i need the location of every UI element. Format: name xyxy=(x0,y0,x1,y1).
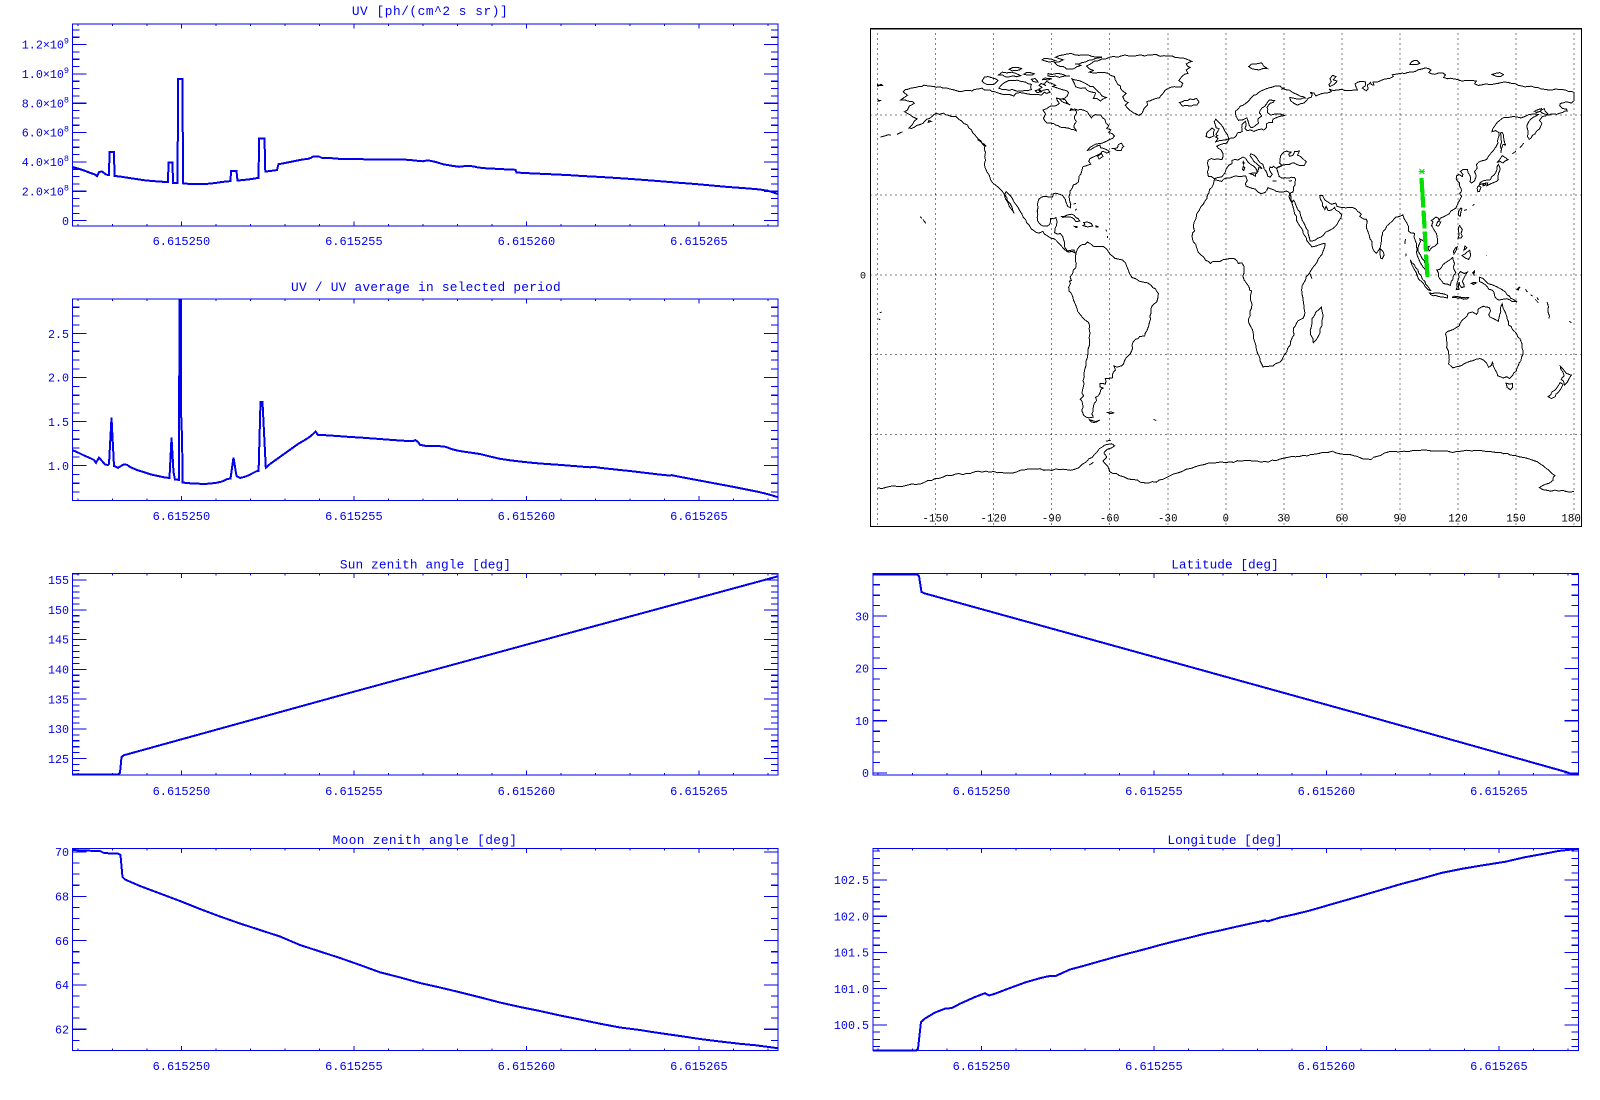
svg-text:2.5: 2.5 xyxy=(48,328,69,342)
svg-text:8.0×108: 8.0×108 xyxy=(22,95,69,111)
svg-text:6.615260: 6.615260 xyxy=(1298,1060,1356,1074)
svg-text:1.0: 1.0 xyxy=(48,460,69,474)
svg-text:2.0×108: 2.0×108 xyxy=(22,183,69,199)
svg-text:UV / UV average in selected pe: UV / UV average in selected period xyxy=(291,280,561,295)
svg-text:125: 125 xyxy=(48,753,69,767)
svg-text:6.615260: 6.615260 xyxy=(498,510,556,524)
svg-text:0: 0 xyxy=(860,272,866,283)
svg-text:100.5: 100.5 xyxy=(834,1019,869,1033)
svg-text:145: 145 xyxy=(48,634,69,648)
svg-text:180: 180 xyxy=(1561,514,1581,526)
svg-text:6.615255: 6.615255 xyxy=(1125,785,1183,799)
svg-text:6.615255: 6.615255 xyxy=(325,785,383,799)
svg-text:6.615260: 6.615260 xyxy=(498,1060,556,1074)
svg-text:130: 130 xyxy=(48,723,69,737)
svg-text:66: 66 xyxy=(55,935,69,949)
svg-text:155: 155 xyxy=(48,574,69,588)
svg-text:4.0×108: 4.0×108 xyxy=(22,154,69,170)
svg-text:6.615250: 6.615250 xyxy=(953,785,1011,799)
svg-text:120: 120 xyxy=(1448,514,1468,526)
svg-text:-30: -30 xyxy=(1158,514,1178,526)
svg-text:UV [ph/(cm^2 s sr)]: UV [ph/(cm^2 s sr)] xyxy=(352,4,508,19)
svg-text:6.615260: 6.615260 xyxy=(498,785,556,799)
svg-text:90: 90 xyxy=(1393,514,1406,526)
svg-text:6.615265: 6.615265 xyxy=(1470,785,1528,799)
svg-text:140: 140 xyxy=(48,664,69,678)
svg-text:6.615260: 6.615260 xyxy=(498,235,556,249)
svg-text:6.615250: 6.615250 xyxy=(153,785,211,799)
svg-text:1.2×109: 1.2×109 xyxy=(22,37,69,53)
svg-text:70: 70 xyxy=(55,846,69,860)
svg-text:6.0×108: 6.0×108 xyxy=(22,125,69,141)
svg-text:-120: -120 xyxy=(980,514,1006,526)
svg-text:Moon zenith angle [deg]: Moon zenith angle [deg] xyxy=(333,833,518,848)
svg-text:102.5: 102.5 xyxy=(834,874,869,888)
svg-text:102.0: 102.0 xyxy=(834,910,869,924)
svg-text:Longitude [deg]: Longitude [deg] xyxy=(1167,833,1282,848)
svg-text:-60: -60 xyxy=(1100,514,1120,526)
svg-text:6.615250: 6.615250 xyxy=(153,510,211,524)
svg-text:6.615265: 6.615265 xyxy=(670,785,728,799)
svg-text:6.615255: 6.615255 xyxy=(1125,1060,1183,1074)
svg-text:0: 0 xyxy=(862,767,869,781)
svg-text:6.615265: 6.615265 xyxy=(1470,1060,1528,1074)
svg-text:135: 135 xyxy=(48,693,69,707)
svg-text:6.615255: 6.615255 xyxy=(325,235,383,249)
svg-text:30: 30 xyxy=(1277,514,1290,526)
svg-text:60: 60 xyxy=(1335,514,1348,526)
svg-text:6.615250: 6.615250 xyxy=(153,1060,211,1074)
svg-text:150: 150 xyxy=(48,604,69,618)
svg-text:64: 64 xyxy=(55,979,69,993)
svg-text:20: 20 xyxy=(855,663,869,677)
svg-text:101.0: 101.0 xyxy=(834,983,869,997)
svg-text:150: 150 xyxy=(1506,514,1526,526)
svg-text:10: 10 xyxy=(855,715,869,729)
svg-text:6.615250: 6.615250 xyxy=(153,235,211,249)
svg-text:68: 68 xyxy=(55,891,69,905)
svg-text:6.615250: 6.615250 xyxy=(953,1060,1011,1074)
svg-text:0: 0 xyxy=(62,215,69,229)
svg-text:30: 30 xyxy=(855,610,869,624)
svg-text:6.615265: 6.615265 xyxy=(670,1060,728,1074)
svg-text:0: 0 xyxy=(1223,514,1230,526)
svg-text:2.0: 2.0 xyxy=(48,372,69,386)
svg-text:101.5: 101.5 xyxy=(834,947,869,961)
svg-text:6.615255: 6.615255 xyxy=(325,1060,383,1074)
svg-text:-150: -150 xyxy=(922,514,948,526)
svg-text:6.615260: 6.615260 xyxy=(1298,785,1356,799)
svg-text:6.615255: 6.615255 xyxy=(325,510,383,524)
svg-text:-90: -90 xyxy=(1042,514,1062,526)
svg-text:6.615265: 6.615265 xyxy=(670,235,728,249)
svg-text:1.5: 1.5 xyxy=(48,416,69,430)
svg-text:Sun zenith angle [deg]: Sun zenith angle [deg] xyxy=(340,558,511,573)
svg-text:1.0×109: 1.0×109 xyxy=(22,66,69,82)
svg-text:6.615265: 6.615265 xyxy=(670,510,728,524)
svg-text:Latitude [deg]: Latitude [deg] xyxy=(1171,558,1279,573)
svg-text:62: 62 xyxy=(55,1023,69,1037)
